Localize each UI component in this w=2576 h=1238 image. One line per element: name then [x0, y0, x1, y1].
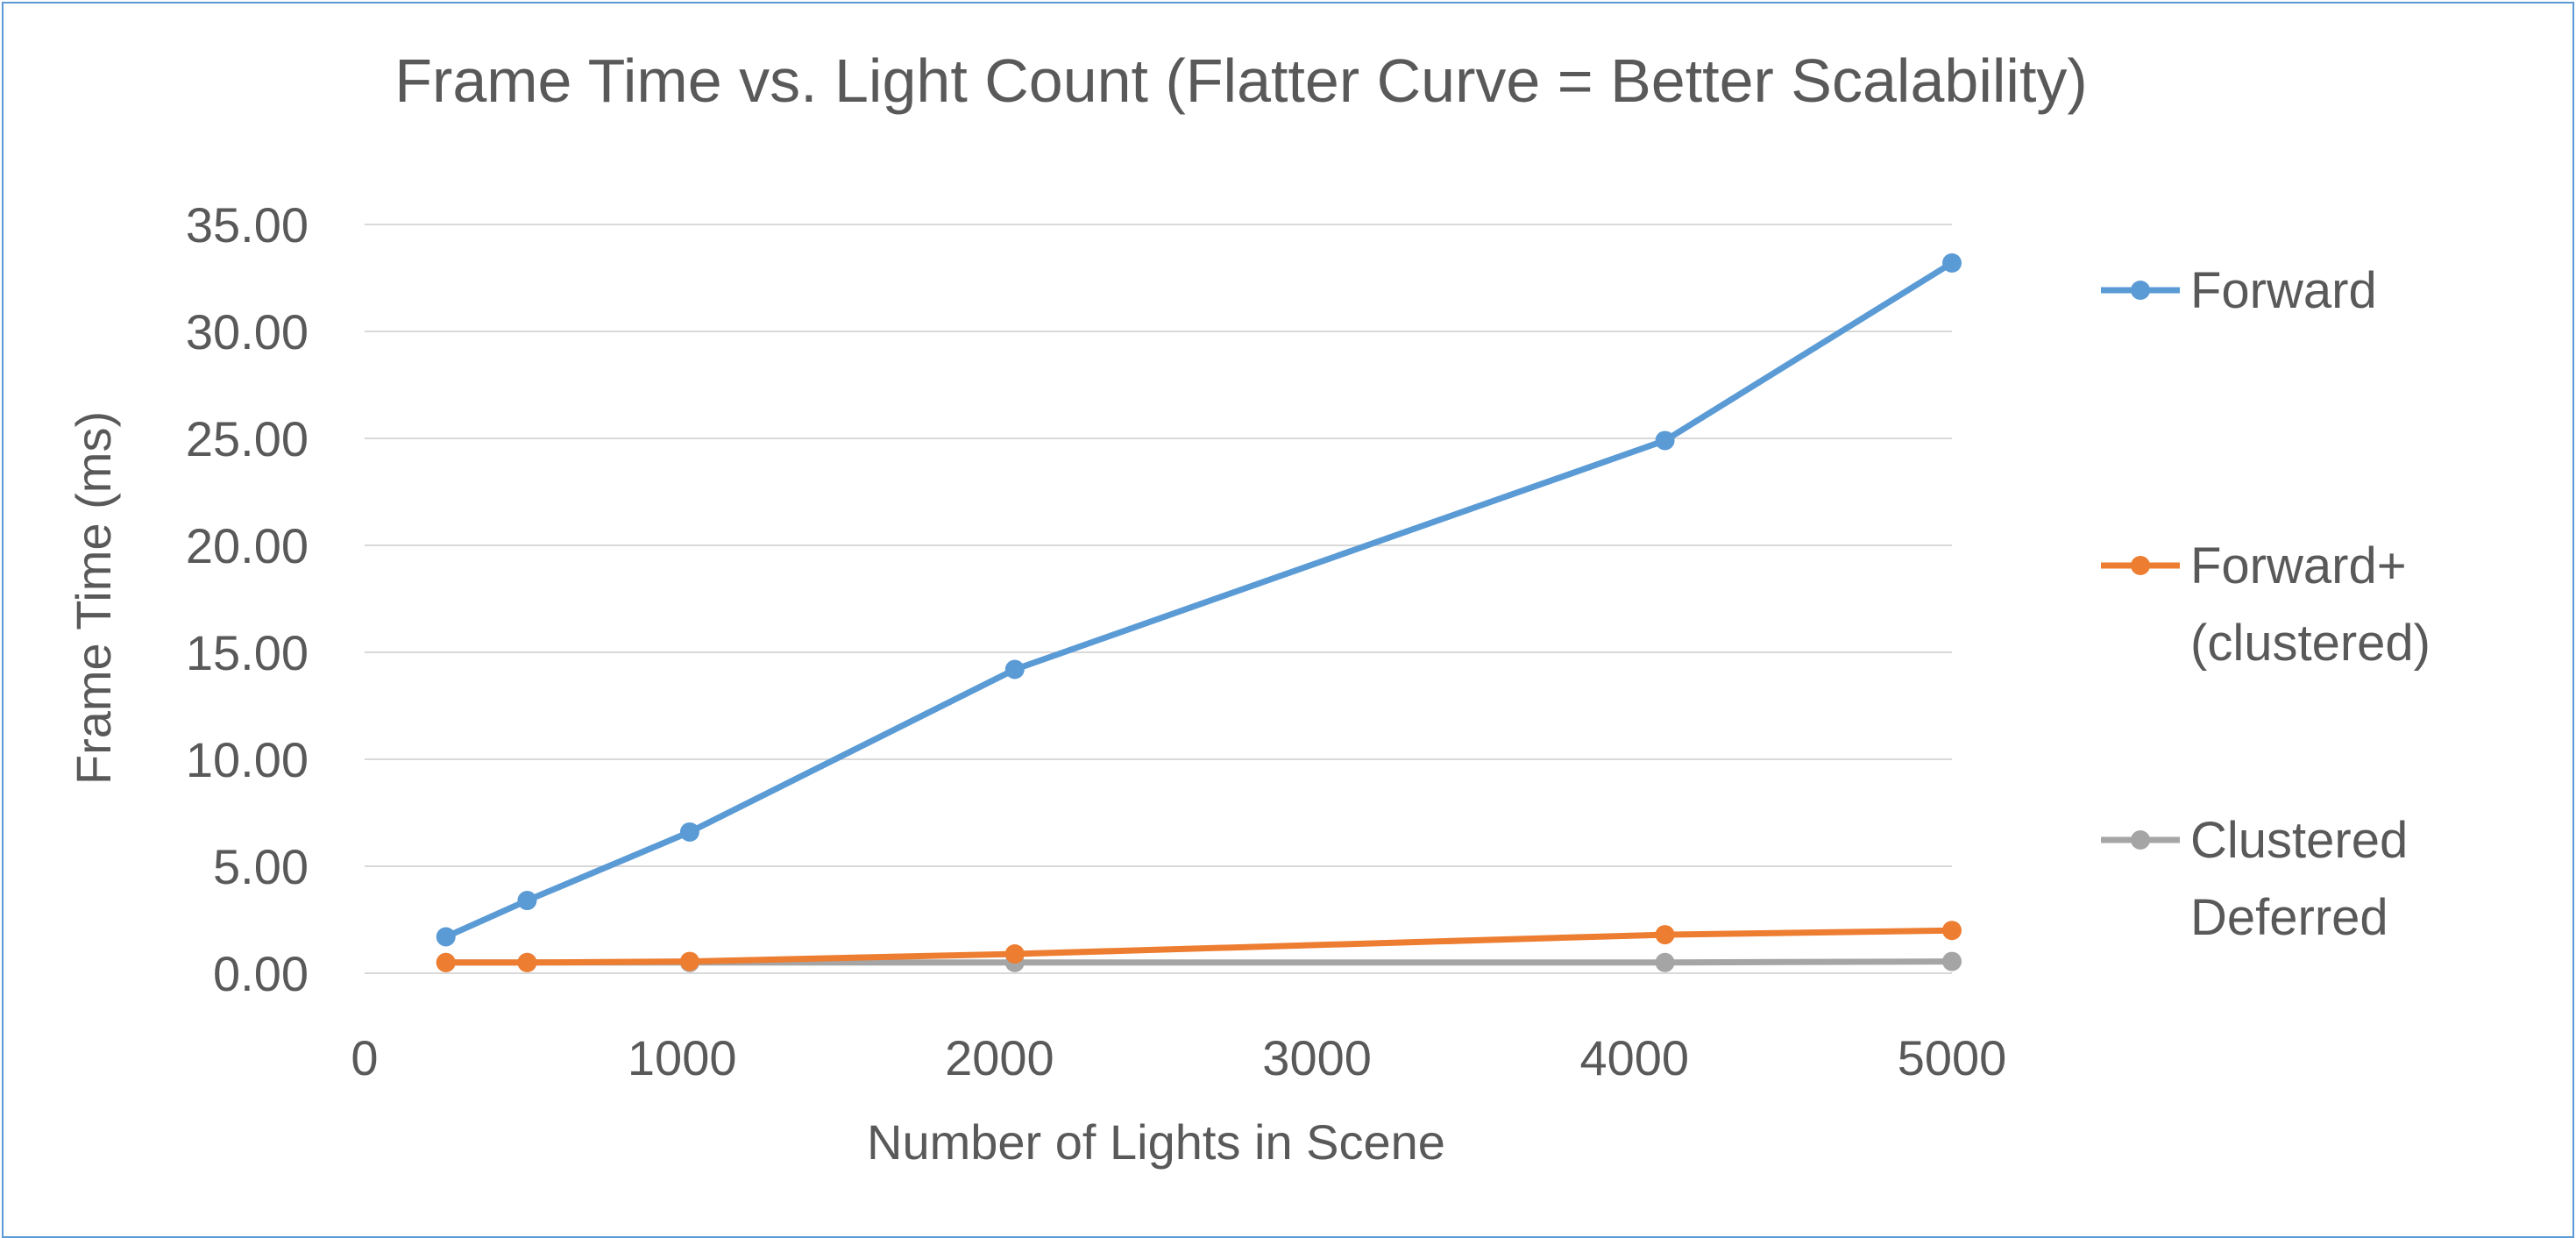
data-point — [1942, 951, 1962, 971]
data-point — [517, 952, 537, 972]
x-tick-label: 4000 — [1580, 1030, 1690, 1085]
data-point — [1655, 430, 1675, 451]
x-axis-title: Number of Lights in Scene — [867, 1114, 1445, 1170]
y-axis-ticks: 0.00 5.00 10.00 15.00 20.00 25.00 30.00 35.00 — [186, 197, 309, 1001]
y-tick-label: 5.00 — [213, 839, 309, 894]
x-axis-ticks: 0 1000 2000 3000 4000 5000 — [351, 1030, 2006, 1085]
x-tick-label: 2000 — [945, 1030, 1054, 1085]
legend-label: Forward+ — [2190, 537, 2407, 594]
y-tick-label: 20.00 — [186, 518, 309, 573]
data-point — [1004, 659, 1025, 679]
x-tick-label: 0 — [351, 1030, 378, 1085]
legend-label: (clustered) — [2190, 615, 2431, 672]
x-tick-label: 3000 — [1262, 1030, 1372, 1085]
series-line — [443, 927, 1955, 966]
legend-label: Clustered — [2190, 812, 2408, 869]
data-point — [517, 891, 537, 911]
series-line — [443, 260, 1955, 941]
gridlines — [365, 224, 1952, 974]
data-point — [1655, 952, 1675, 972]
y-tick-label: 10.00 — [186, 732, 309, 787]
series-layer — [436, 253, 1962, 972]
data-point — [436, 927, 456, 947]
x-tick-label: 1000 — [628, 1030, 737, 1085]
y-tick-label: 15.00 — [186, 625, 309, 680]
legend-marker — [2131, 830, 2150, 850]
data-point — [436, 952, 456, 972]
y-tick-label: 25.00 — [186, 411, 309, 466]
legend-label: Forward — [2190, 262, 2377, 319]
data-point — [1004, 944, 1025, 964]
chart-title: Frame Time vs. Light Count (Flatter Curv… — [394, 46, 2088, 115]
line-chart: Frame Time vs. Light Count (Flatter Curv… — [66, 46, 2431, 1170]
data-point — [1942, 921, 1962, 941]
legend-label: Deferred — [2190, 889, 2388, 946]
data-point — [1655, 925, 1675, 945]
legend: Forward Forward+ (clustered) Clustered Defer… — [2101, 262, 2431, 946]
y-tick-label: 35.00 — [186, 197, 309, 253]
y-axis-title: Frame Time (ms) — [66, 411, 121, 785]
data-point — [679, 822, 699, 842]
data-point — [679, 951, 699, 971]
legend-marker — [2131, 556, 2150, 575]
data-point — [1942, 253, 1962, 273]
x-tick-label: 5000 — [1898, 1030, 2007, 1085]
legend-marker — [2131, 281, 2150, 300]
y-tick-label: 0.00 — [213, 946, 309, 1001]
y-tick-label: 30.00 — [186, 304, 309, 359]
